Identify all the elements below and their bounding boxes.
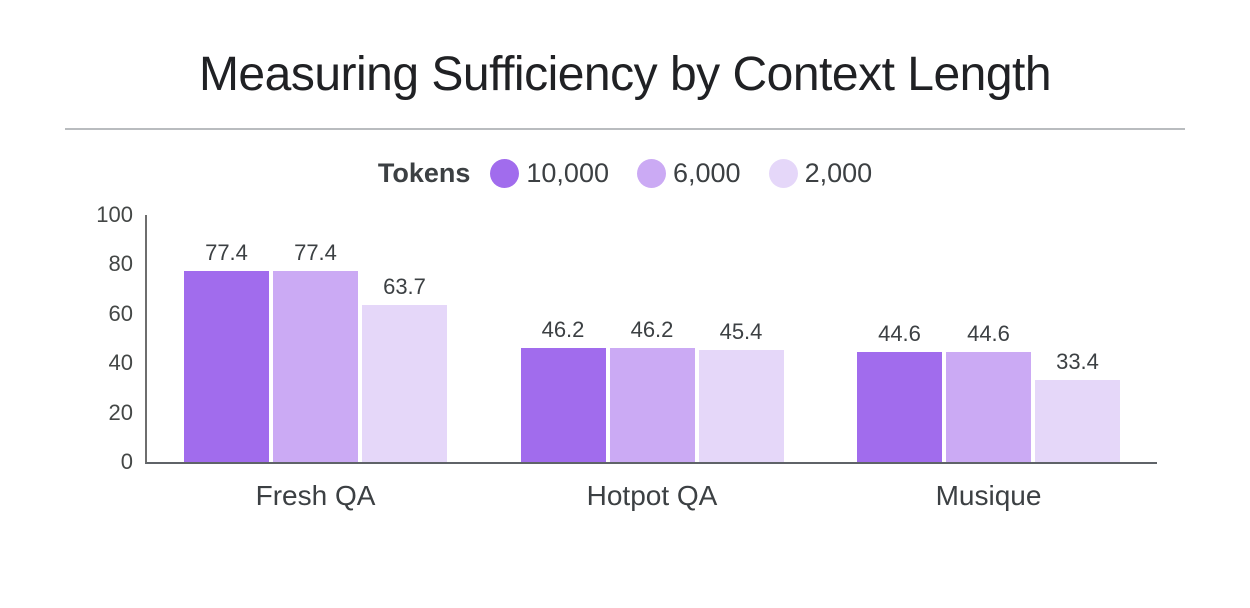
bar: 46.2 bbox=[609, 317, 695, 462]
legend: Tokens 10,000 6,000 2,000 bbox=[0, 158, 1250, 189]
y-tick-label: 20 bbox=[108, 399, 133, 425]
bar-group: 77.4 77.4 63.7 bbox=[184, 240, 447, 462]
bar-group: 46.2 46.2 45.4 bbox=[520, 317, 784, 462]
legend-title: Tokens bbox=[377, 158, 471, 188]
legend-item: 2,000 bbox=[768, 158, 873, 189]
legend-item: 6,000 bbox=[636, 158, 741, 189]
bar-value-label: 33.4 bbox=[1056, 348, 1099, 374]
y-tick-label: 0 bbox=[120, 449, 133, 474]
bar-value-label: 46.2 bbox=[541, 316, 585, 342]
legend-label: 6,000 bbox=[672, 158, 741, 188]
bar: 77.4 bbox=[273, 240, 358, 462]
y-tick-label: 60 bbox=[108, 300, 133, 326]
bar-value-label: 63.7 bbox=[383, 273, 426, 299]
legend-swatch-icon bbox=[490, 159, 520, 188]
bars-row: 77.4 77.4 63.7 46.2 46.2 45.4 44.6 44.6 33.4 bbox=[147, 215, 1157, 462]
bar: 63.7 bbox=[362, 274, 447, 462]
bar-value-label: 44.6 bbox=[967, 320, 1010, 346]
bar: 46.2 bbox=[520, 317, 606, 462]
bar: 44.6 bbox=[857, 321, 942, 462]
bar-group: 44.6 44.6 33.4 bbox=[857, 321, 1120, 462]
x-labels-row: Fresh QA Hotpot QA Musique bbox=[147, 480, 1157, 512]
x-category-label: Fresh QA bbox=[255, 480, 376, 511]
bar: 33.4 bbox=[1035, 349, 1120, 462]
bar-value-label: 77.4 bbox=[294, 239, 337, 265]
y-tick-label: 40 bbox=[108, 350, 133, 376]
bar-value-label: 77.4 bbox=[205, 239, 248, 265]
bar-value-label: 46.2 bbox=[630, 316, 674, 342]
x-category-label: Hotpot QA bbox=[586, 480, 718, 511]
chart-title: Measuring Sufficiency by Context Length bbox=[198, 48, 1052, 101]
bar: 45.4 bbox=[698, 319, 784, 462]
bar-value-label: 44.6 bbox=[878, 320, 921, 346]
bar-value-label: 45.4 bbox=[719, 318, 763, 344]
plot-area: 77.4 77.4 63.7 46.2 46.2 45.4 44.6 44.6 33.4 Fre… bbox=[96, 203, 1157, 511]
y-tick-label: 100 bbox=[96, 202, 133, 227]
bar: 77.4 bbox=[184, 240, 269, 462]
legend-item: 10,000 bbox=[490, 158, 609, 189]
title-divider bbox=[65, 128, 1185, 130]
legend-swatch-icon bbox=[768, 159, 798, 188]
y-tick-label: 80 bbox=[108, 251, 133, 277]
legend-label: 2,000 bbox=[804, 158, 873, 188]
x-category-label: Musique bbox=[935, 480, 1042, 511]
bar: 44.6 bbox=[946, 321, 1031, 462]
legend-swatch-icon bbox=[636, 159, 666, 188]
legend-label: 10,000 bbox=[526, 158, 609, 188]
